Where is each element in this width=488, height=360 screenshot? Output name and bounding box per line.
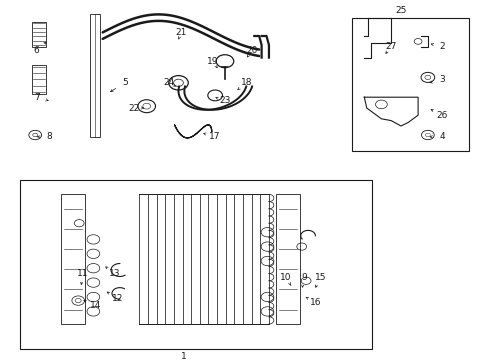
- Text: 18: 18: [241, 78, 252, 87]
- Text: 3: 3: [439, 75, 445, 84]
- Text: 22: 22: [128, 104, 140, 112]
- Text: 27: 27: [385, 42, 396, 51]
- Text: 24: 24: [163, 78, 174, 87]
- Text: 9: 9: [301, 273, 306, 282]
- Bar: [20, 180, 371, 349]
- Text: 26: 26: [436, 111, 447, 120]
- Text: 2: 2: [439, 42, 445, 51]
- Text: 7: 7: [34, 93, 40, 102]
- Text: 14: 14: [89, 302, 101, 310]
- Polygon shape: [32, 65, 46, 94]
- Bar: [61, 194, 84, 324]
- Text: 20: 20: [245, 46, 257, 55]
- Text: 13: 13: [109, 269, 121, 278]
- Text: 15: 15: [314, 273, 325, 282]
- Polygon shape: [90, 14, 100, 137]
- Text: 19: 19: [206, 57, 218, 66]
- Text: 21: 21: [175, 28, 186, 37]
- Text: 11: 11: [77, 269, 89, 278]
- Text: 10: 10: [280, 273, 291, 282]
- Text: 16: 16: [309, 298, 321, 307]
- Text: 1: 1: [180, 352, 186, 360]
- Text: 25: 25: [394, 6, 406, 15]
- Text: 12: 12: [111, 294, 123, 303]
- Text: 17: 17: [209, 132, 221, 141]
- Text: 4: 4: [439, 132, 445, 141]
- Bar: [351, 18, 468, 151]
- Text: 23: 23: [219, 96, 230, 105]
- Text: 8: 8: [46, 132, 52, 141]
- Text: 5: 5: [122, 78, 127, 87]
- Polygon shape: [32, 22, 46, 47]
- Bar: [276, 194, 299, 324]
- Text: 6: 6: [34, 46, 40, 55]
